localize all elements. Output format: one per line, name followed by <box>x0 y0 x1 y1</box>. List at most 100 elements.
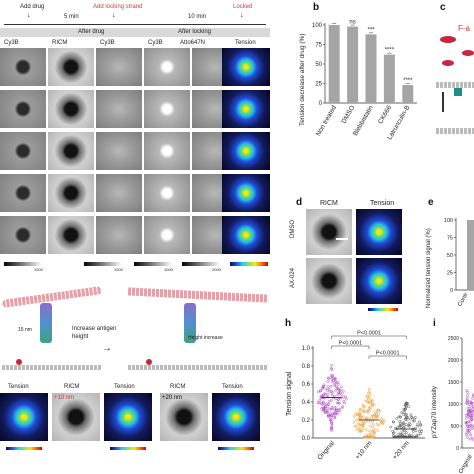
colorbar-tick: 1000 <box>34 267 43 272</box>
data-point <box>323 411 327 414</box>
y-tick-label: 1000 <box>448 402 459 408</box>
data-point <box>326 385 330 388</box>
data-point <box>330 426 333 430</box>
receptor <box>454 88 462 96</box>
fluorescence-image <box>144 90 190 128</box>
data-point <box>354 412 357 416</box>
significance-label: ns <box>349 20 355 26</box>
data-point <box>329 399 333 402</box>
data-point <box>467 428 471 432</box>
data-point <box>319 394 323 398</box>
data-point <box>338 388 341 392</box>
fluorescence-image <box>144 216 190 254</box>
significance-bracket <box>331 345 370 349</box>
data-point <box>322 396 325 400</box>
data-point <box>337 398 341 401</box>
ricm-image <box>306 258 352 304</box>
panel-h-chart: Tension signal 0.0 0.2 0.4 0.6 0.8 1.0 Origin… <box>286 331 425 461</box>
panel-letter-c: c <box>440 2 446 13</box>
data-point <box>373 413 377 417</box>
y-tick-label: 1500 <box>448 380 459 386</box>
data-point <box>328 414 332 418</box>
y-axis-label: Normalized tension signal (%) <box>426 228 432 308</box>
timeline-add-drug: Add drug <box>20 4 45 10</box>
data-point <box>337 391 341 395</box>
data-point <box>335 412 339 416</box>
data-point <box>322 393 326 397</box>
data-point <box>333 407 336 411</box>
arrow-down-icon: ↓ <box>112 12 116 19</box>
data-point <box>361 408 364 412</box>
y-tick-label: 0 <box>450 288 453 294</box>
data-point <box>471 405 474 409</box>
arrow-right-icon: → <box>102 343 112 354</box>
data-point <box>326 409 329 413</box>
fluorescence-image <box>0 132 46 170</box>
data-point <box>403 429 407 433</box>
data-point <box>414 435 418 439</box>
colorbar <box>110 447 146 450</box>
data-point <box>467 409 471 412</box>
panel-letter-h: h <box>285 318 292 329</box>
significance-bracket <box>331 335 407 339</box>
bar <box>365 34 377 103</box>
data-point <box>381 421 385 424</box>
data-point <box>321 386 325 389</box>
data-point <box>324 387 328 391</box>
row-label-dmso: DMSO <box>290 220 296 238</box>
data-point <box>337 407 341 411</box>
data-point <box>391 429 395 433</box>
data-point <box>343 401 346 405</box>
colorbar <box>182 262 220 266</box>
data-point <box>362 435 366 439</box>
y-tick-label: 75 <box>315 43 322 49</box>
data-point <box>409 413 413 417</box>
data-point <box>332 378 335 382</box>
data-point <box>326 413 330 417</box>
membrane-left <box>1 286 103 308</box>
ricm-tag: +10 nm <box>54 395 75 401</box>
data-point <box>469 425 472 429</box>
data-point <box>328 412 332 415</box>
ricm-image <box>48 132 94 170</box>
data-point <box>405 402 409 406</box>
x-tick-label: Original <box>458 454 474 474</box>
tile-label-ricm: RICM <box>64 384 80 390</box>
membrane <box>436 82 474 88</box>
data-point <box>362 405 365 408</box>
panel-e-chart: Normalized tension signal (%) 0 25 50 75 100… <box>426 218 474 308</box>
data-point <box>369 433 373 436</box>
data-point <box>364 428 368 431</box>
surface <box>436 128 474 134</box>
data-point <box>333 415 337 419</box>
fluorescence-image <box>96 216 142 254</box>
x-tick-label: Non treated <box>315 104 338 137</box>
ricm-image <box>48 174 94 212</box>
data-point <box>336 393 339 397</box>
y-tick-label: 0.8 <box>302 364 311 370</box>
data-point <box>419 423 423 427</box>
data-point <box>341 405 345 408</box>
data-point <box>325 394 329 398</box>
ricm-image <box>52 393 100 441</box>
data-point <box>366 409 370 413</box>
data-point <box>398 424 402 428</box>
data-point <box>334 412 338 416</box>
bar <box>402 85 414 103</box>
data-point <box>371 399 374 402</box>
data-point <box>316 401 320 405</box>
data-point <box>326 392 329 396</box>
stage-after-locking: After locking <box>178 29 212 35</box>
data-point <box>327 400 331 403</box>
data-point <box>333 409 337 413</box>
data-point <box>336 386 340 390</box>
data-point <box>361 426 365 429</box>
ricm-image <box>48 90 94 128</box>
data-point <box>465 416 468 420</box>
data-point <box>366 395 369 398</box>
data-point <box>368 416 371 420</box>
timeline-t2: 10 min <box>188 14 207 20</box>
data-point <box>330 421 333 425</box>
data-point <box>466 394 470 397</box>
data-point <box>334 397 338 401</box>
